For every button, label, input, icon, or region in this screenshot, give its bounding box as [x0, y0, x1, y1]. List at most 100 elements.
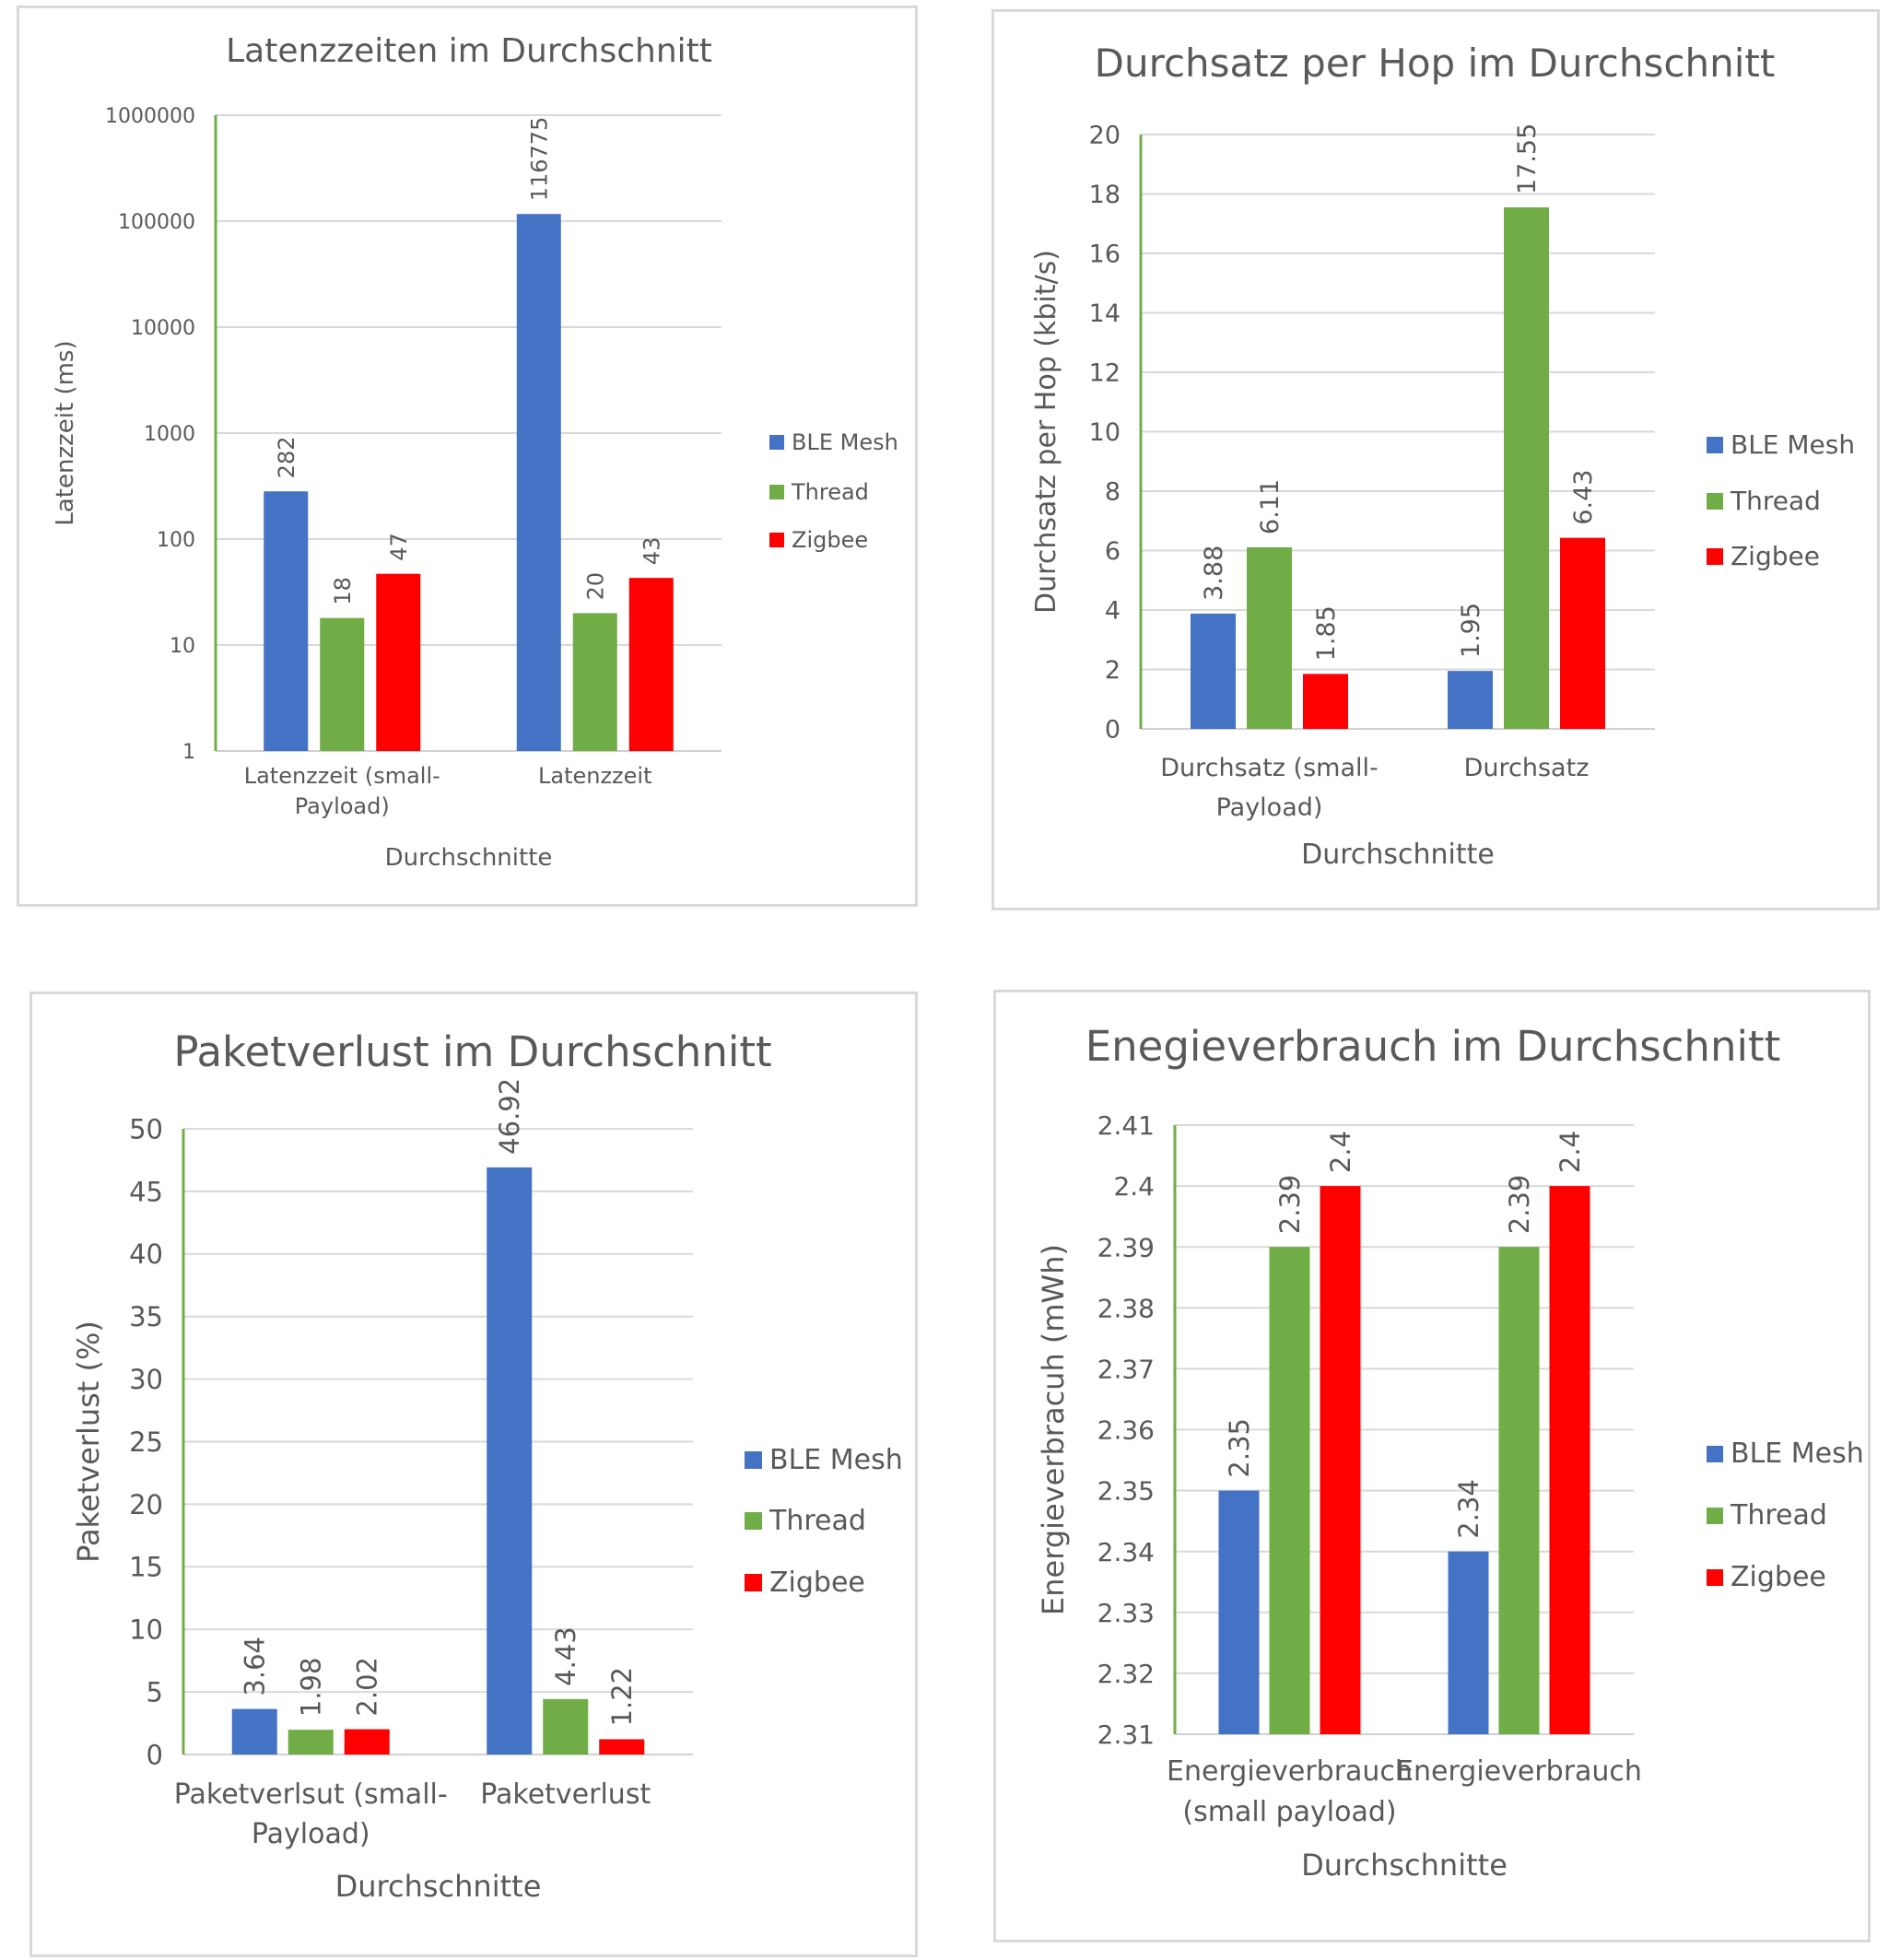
y-tick-label: 2.39 [1097, 1232, 1155, 1262]
data-label: 1.22 [606, 1667, 638, 1727]
y-tick-label: 2.34 [1097, 1537, 1155, 1567]
y-tick-label: 100000 [118, 211, 195, 234]
y-tick-label: 16 [1089, 241, 1120, 269]
x-axis-label: Durchschnitte [385, 844, 553, 872]
y-tick-label: 2.32 [1097, 1659, 1155, 1689]
legend-swatch-zigbee [1707, 1569, 1723, 1586]
y-tick-label: 10 [1089, 418, 1120, 447]
bar-zigbee-1 [1320, 1186, 1361, 1734]
y-tick-label: 2.35 [1097, 1476, 1155, 1507]
chart-packet-loss: Paketverlust im Durchschnitt 0 5 10 15 20 25 30… [71, 1027, 903, 1904]
chart-panel-latency: Latenzzeiten im Durchschnitt 1 10 100 1000 10… [17, 6, 918, 907]
y-tick-label: 2.31 [1097, 1719, 1155, 1750]
y-tick-label: 20 [129, 1489, 163, 1520]
x-category-label: Paketverlust [480, 1778, 651, 1811]
data-label: 3.64 [240, 1637, 271, 1696]
legend-label-thread: Thread [1730, 1499, 1827, 1532]
y-tick-label: 10 [129, 1614, 163, 1646]
x-category-label: Latenzzeit (small- [244, 763, 440, 789]
legend-label-zigbee: Zigbee [1731, 541, 1820, 571]
chart-panel-packet-loss: Paketverlust im Durchschnitt 0 5 10 15 20 25 30… [29, 992, 918, 1957]
data-label: 2.39 [1504, 1175, 1535, 1235]
bar-zigbee-2 [628, 578, 674, 751]
data-label: 6.43 [1569, 470, 1598, 525]
legend-swatch-ble-mesh [769, 435, 784, 450]
bar-thread-2 [1498, 1247, 1540, 1734]
y-tick-label: 0 [147, 1739, 163, 1770]
legend-swatch-thread [1707, 493, 1723, 510]
y-axis-label: Durchsatz per Hop (kbit/s) [1030, 250, 1062, 614]
data-label: 3.88 [1200, 546, 1228, 601]
chart-latency: Latenzzeiten im Durchschnitt 1 10 100 1000 10… [52, 32, 898, 872]
data-label: 6.11 [1256, 479, 1285, 534]
legend-label-thread: Thread [1730, 486, 1821, 516]
legend-label-thread: Thread [769, 1505, 866, 1537]
chart-title: Durchsatz per Hop im Durchschnitt [1095, 41, 1776, 86]
bar-ble-mesh-2 [487, 1167, 533, 1755]
y-tick-label: 8 [1105, 478, 1120, 507]
y-tick-label: 5 [147, 1677, 163, 1708]
legend-swatch-zigbee [769, 533, 784, 547]
bar-thread-2 [572, 613, 617, 751]
legend-label-zigbee: Zigbee [1731, 1561, 1826, 1593]
y-tick-label: 14 [1089, 299, 1120, 328]
data-label: 2.35 [1224, 1418, 1255, 1478]
bar-zigbee-1 [376, 573, 421, 751]
y-tick-label: 2.4 [1113, 1171, 1155, 1202]
y-tick-label: 1000000 [105, 105, 195, 128]
bar-zigbee-2 [599, 1739, 645, 1755]
data-label: 47 [386, 533, 412, 561]
data-label: 1.95 [1457, 603, 1485, 658]
chart-title: Enegieverbrauch im Durchschnitt [1085, 1022, 1781, 1071]
data-label: 17.55 [1513, 123, 1542, 194]
bar-zigbee-1 [1303, 674, 1348, 729]
x-category-label: (small payload) [1182, 1796, 1396, 1828]
bar-ble-mesh-1 [1218, 1490, 1260, 1734]
legend-swatch-zigbee [1707, 548, 1723, 565]
chart-title: Paketverlust im Durchschnitt [173, 1027, 771, 1076]
y-tick-label: 2.33 [1097, 1598, 1155, 1628]
legend-label-ble-mesh: BLE Mesh [1731, 429, 1855, 460]
y-tick-label: 45 [129, 1176, 163, 1207]
data-label: 46.92 [494, 1078, 525, 1155]
chart-title: Latenzzeiten im Durchschnitt [226, 32, 712, 70]
y-tick-label: 2 [1105, 656, 1120, 685]
y-tick-label: 1 [182, 741, 195, 764]
x-category-label: Payload) [295, 793, 390, 819]
x-category-label: Latenzzeit [538, 763, 652, 789]
x-category-label: Energieverbrauch [1167, 1755, 1413, 1788]
data-label: 2.39 [1274, 1175, 1306, 1235]
bar-thread-2 [1504, 207, 1549, 729]
data-label: 18 [330, 577, 356, 605]
y-tick-label: 10 [170, 635, 195, 658]
data-label: 20 [582, 572, 608, 601]
legend-swatch-zigbee [745, 1574, 762, 1591]
x-category-label: Durchsatz [1464, 754, 1590, 782]
x-axis-label: Durchschnitte [335, 1869, 542, 1904]
data-label: 1.85 [1312, 605, 1341, 661]
y-tick-label: 0 [1105, 716, 1120, 745]
bar-thread-1 [1269, 1247, 1310, 1734]
y-axis-label: Paketverlust (%) [71, 1320, 106, 1563]
legend-swatch-thread [769, 485, 784, 499]
y-tick-label: 18 [1089, 181, 1120, 209]
y-tick-label: 30 [129, 1364, 163, 1395]
y-tick-label: 4 [1105, 597, 1120, 626]
legend-label-zigbee: Zigbee [792, 527, 868, 553]
x-category-label: Energieverbrauch [1396, 1755, 1642, 1788]
y-tick-label: 12 [1089, 359, 1120, 388]
legend-label-zigbee: Zigbee [769, 1567, 865, 1599]
legend-label-thread: Thread [791, 479, 869, 505]
legend-swatch-thread [745, 1512, 762, 1530]
legend-swatch-thread [1707, 1508, 1723, 1524]
bar-ble-mesh-2 [516, 214, 561, 751]
legend-label-ble-mesh: BLE Mesh [1731, 1438, 1864, 1470]
chart-panel-throughput: Durchsatz per Hop im Durchschnitt 0 2 4 6 8 10… [991, 9, 1880, 910]
data-label: 1.98 [296, 1658, 327, 1718]
y-tick-label: 20 [1089, 122, 1120, 150]
data-label: 43 [639, 537, 664, 566]
bar-zigbee-2 [1549, 1186, 1590, 1734]
y-tick-label: 10000 [131, 317, 195, 340]
x-category-label: Paketverlsut (small- [174, 1778, 448, 1811]
data-label: 116775 [526, 117, 552, 202]
